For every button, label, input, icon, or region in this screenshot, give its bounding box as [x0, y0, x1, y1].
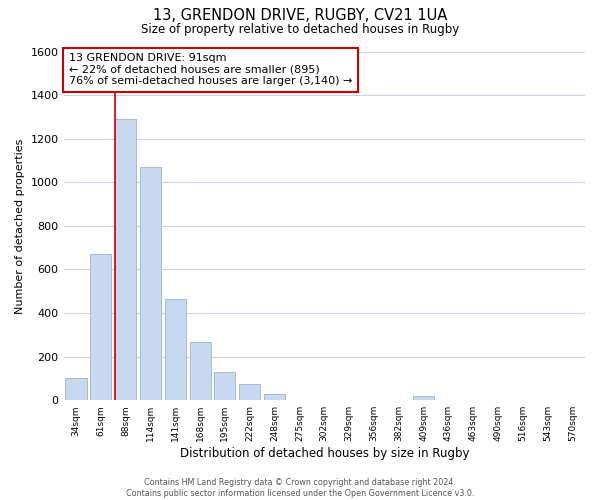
Bar	[115, 119, 136, 400]
Bar	[90, 254, 112, 400]
Text: Size of property relative to detached houses in Rugby: Size of property relative to detached ho…	[141, 22, 459, 36]
Bar	[140, 167, 161, 400]
Y-axis label: Number of detached properties: Number of detached properties	[15, 138, 25, 314]
Bar	[239, 384, 260, 400]
Text: 13 GRENDON DRIVE: 91sqm
← 22% of detached houses are smaller (895)
76% of semi-d: 13 GRENDON DRIVE: 91sqm ← 22% of detache…	[69, 53, 352, 86]
Bar	[165, 299, 186, 400]
Bar	[190, 342, 211, 400]
Bar	[413, 396, 434, 400]
Text: 13, GRENDON DRIVE, RUGBY, CV21 1UA: 13, GRENDON DRIVE, RUGBY, CV21 1UA	[153, 8, 447, 22]
Bar	[264, 394, 285, 400]
X-axis label: Distribution of detached houses by size in Rugby: Distribution of detached houses by size …	[179, 447, 469, 460]
Text: Contains HM Land Registry data © Crown copyright and database right 2024.
Contai: Contains HM Land Registry data © Crown c…	[126, 478, 474, 498]
Bar	[214, 372, 235, 400]
Bar	[65, 378, 86, 400]
